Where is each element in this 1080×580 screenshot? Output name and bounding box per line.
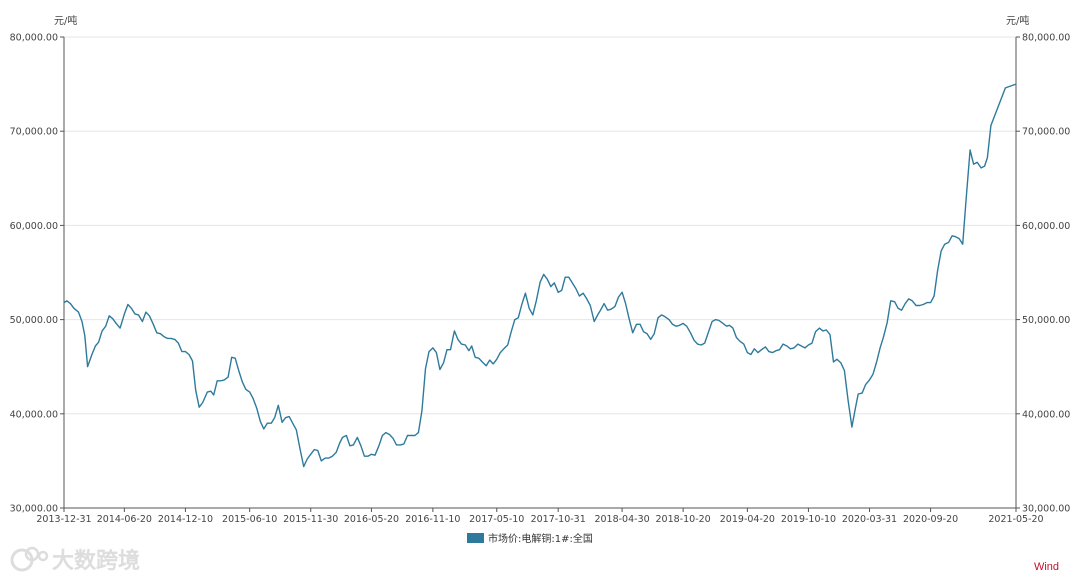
x-tick-label: 2015-06-10 [222, 514, 277, 525]
right-y-tick-label: 50,000.00 [1022, 315, 1070, 326]
left-y-tick-label: 60,000.00 [10, 221, 58, 232]
legend-label: 市场价:电解铜:1#:全国 [488, 532, 593, 545]
watermark-logo-icon [10, 546, 49, 572]
right-y-tick-label: 30,000.00 [1022, 504, 1070, 515]
watermark: 大数跨境 [10, 546, 140, 574]
x-tick-label: 2020-09-20 [903, 514, 958, 525]
right-y-unit-label: 元/吨 [1006, 14, 1029, 27]
right-y-tick-labels: 30,000.00 40,000.00 50,000.00 60,000.00 70,0… [1022, 33, 1070, 515]
series-line [63, 83, 1017, 468]
watermark-text: 大数跨境 [52, 548, 140, 574]
x-tick-label: 2015-11-30 [283, 514, 338, 525]
right-y-tick-label: 40,000.00 [1022, 409, 1070, 420]
left-y-tick-label: 40,000.00 [10, 409, 58, 420]
x-tick-label: 2014-06-20 [97, 514, 152, 525]
right-y-tick-label: 80,000.00 [1022, 33, 1070, 44]
x-tick-label: 2019-10-10 [781, 514, 836, 525]
x-tick-label: 2020-03-31 [842, 514, 897, 525]
x-tick-label: 2016-11-10 [405, 514, 460, 525]
left-y-unit-label: 元/吨 [54, 14, 77, 27]
x-tick-label: 2018-04-30 [594, 514, 649, 525]
legend[interactable]: 市场价:电解铜:1#:全国 [467, 532, 593, 545]
left-y-tick-label: 80,000.00 [10, 33, 58, 44]
x-tick-label: 2018-10-20 [656, 514, 711, 525]
x-tick-label: 2016-05-20 [344, 514, 399, 525]
wind-brand-label: Wind [1034, 561, 1059, 573]
x-tick-label: 2021-05-20 [988, 514, 1043, 525]
x-tick-label: 2019-04-20 [720, 514, 775, 525]
left-y-tick-labels: 30,000.00 40,000.00 50,000.00 60,000.00 70,0… [10, 33, 58, 515]
right-y-tick-label: 60,000.00 [1022, 221, 1070, 232]
x-tick-label: 2017-10-31 [531, 514, 586, 525]
left-y-tick-label: 70,000.00 [10, 127, 58, 138]
series-group [63, 83, 1017, 468]
x-tick-label: 2013-12-31 [36, 514, 91, 525]
axes [63, 37, 1017, 509]
left-y-tick-label: 50,000.00 [10, 315, 58, 326]
legend-swatch [467, 533, 484, 543]
grid-lines [60, 36, 1020, 509]
x-tick-label: 2017-05-10 [469, 514, 524, 525]
left-y-tick-label: 30,000.00 [10, 504, 58, 515]
x-tick-labels: 2013-12-31 2014-06-20 2014-12-10 2015-06-10… [36, 508, 1044, 525]
right-y-tick-label: 70,000.00 [1022, 127, 1070, 138]
x-tick-label: 2014-12-10 [158, 514, 213, 525]
